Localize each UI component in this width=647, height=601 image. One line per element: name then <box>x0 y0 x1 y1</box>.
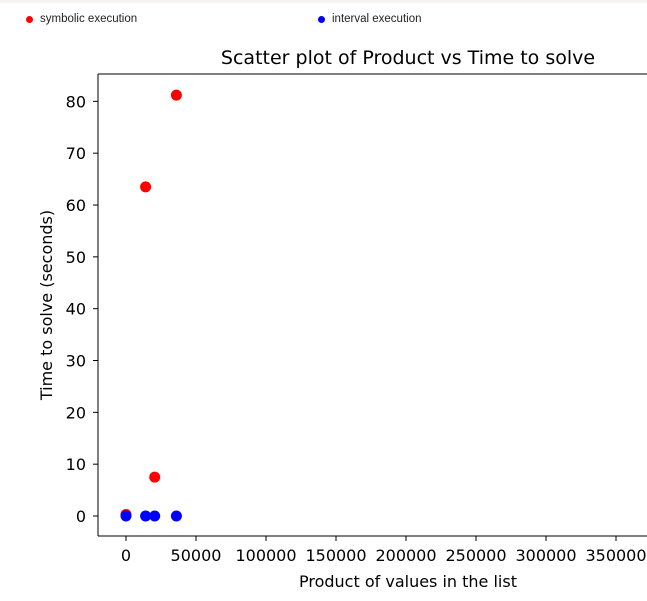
y-tick-label: 70 <box>66 144 86 163</box>
x-tick-label: 0 <box>121 546 131 565</box>
y-tick-label: 80 <box>66 92 86 111</box>
symbolic-data-point <box>140 181 152 193</box>
legend-label-interval: interval execution <box>332 13 422 25</box>
y-tick-label: 20 <box>66 403 86 422</box>
x-tick-label: 200000 <box>375 546 436 565</box>
y-tick-label: 30 <box>66 352 86 371</box>
y-tick-label: 40 <box>66 300 86 319</box>
x-axis-label: Product of values in the list <box>299 572 517 591</box>
interval-data-point <box>120 510 132 522</box>
x-tick-label: 300000 <box>515 546 576 565</box>
legend-marker-blue-icon <box>318 15 325 23</box>
y-tick-label: 10 <box>66 455 86 474</box>
interval-data-point <box>140 510 152 522</box>
interval-data-point <box>149 510 161 522</box>
x-tick-label: 100000 <box>235 546 296 565</box>
x-tick-label: 150000 <box>305 546 366 565</box>
interval-data-point <box>170 510 182 522</box>
y-tick-label: 50 <box>66 248 86 267</box>
y-axis-label: Time to solve (seconds) <box>37 210 56 401</box>
x-tick-label: 50000 <box>171 546 222 565</box>
legend-item-symbolic: symbolic execution <box>26 12 137 26</box>
symbolic-data-point <box>149 471 161 483</box>
x-tick-label: 250000 <box>445 546 506 565</box>
legend-item-interval: interval execution <box>318 12 422 26</box>
y-tick-label: 60 <box>66 196 86 215</box>
chart-title: Scatter plot of Product vs Time to solve <box>221 47 595 69</box>
legend-label-symbolic: symbolic execution <box>40 13 138 25</box>
top-edge <box>0 0 647 3</box>
legend-marker-red-icon <box>26 15 33 23</box>
x-tick-label: 350000 <box>585 546 646 565</box>
symbolic-data-point <box>170 89 182 101</box>
y-tick-label: 0 <box>76 507 86 526</box>
